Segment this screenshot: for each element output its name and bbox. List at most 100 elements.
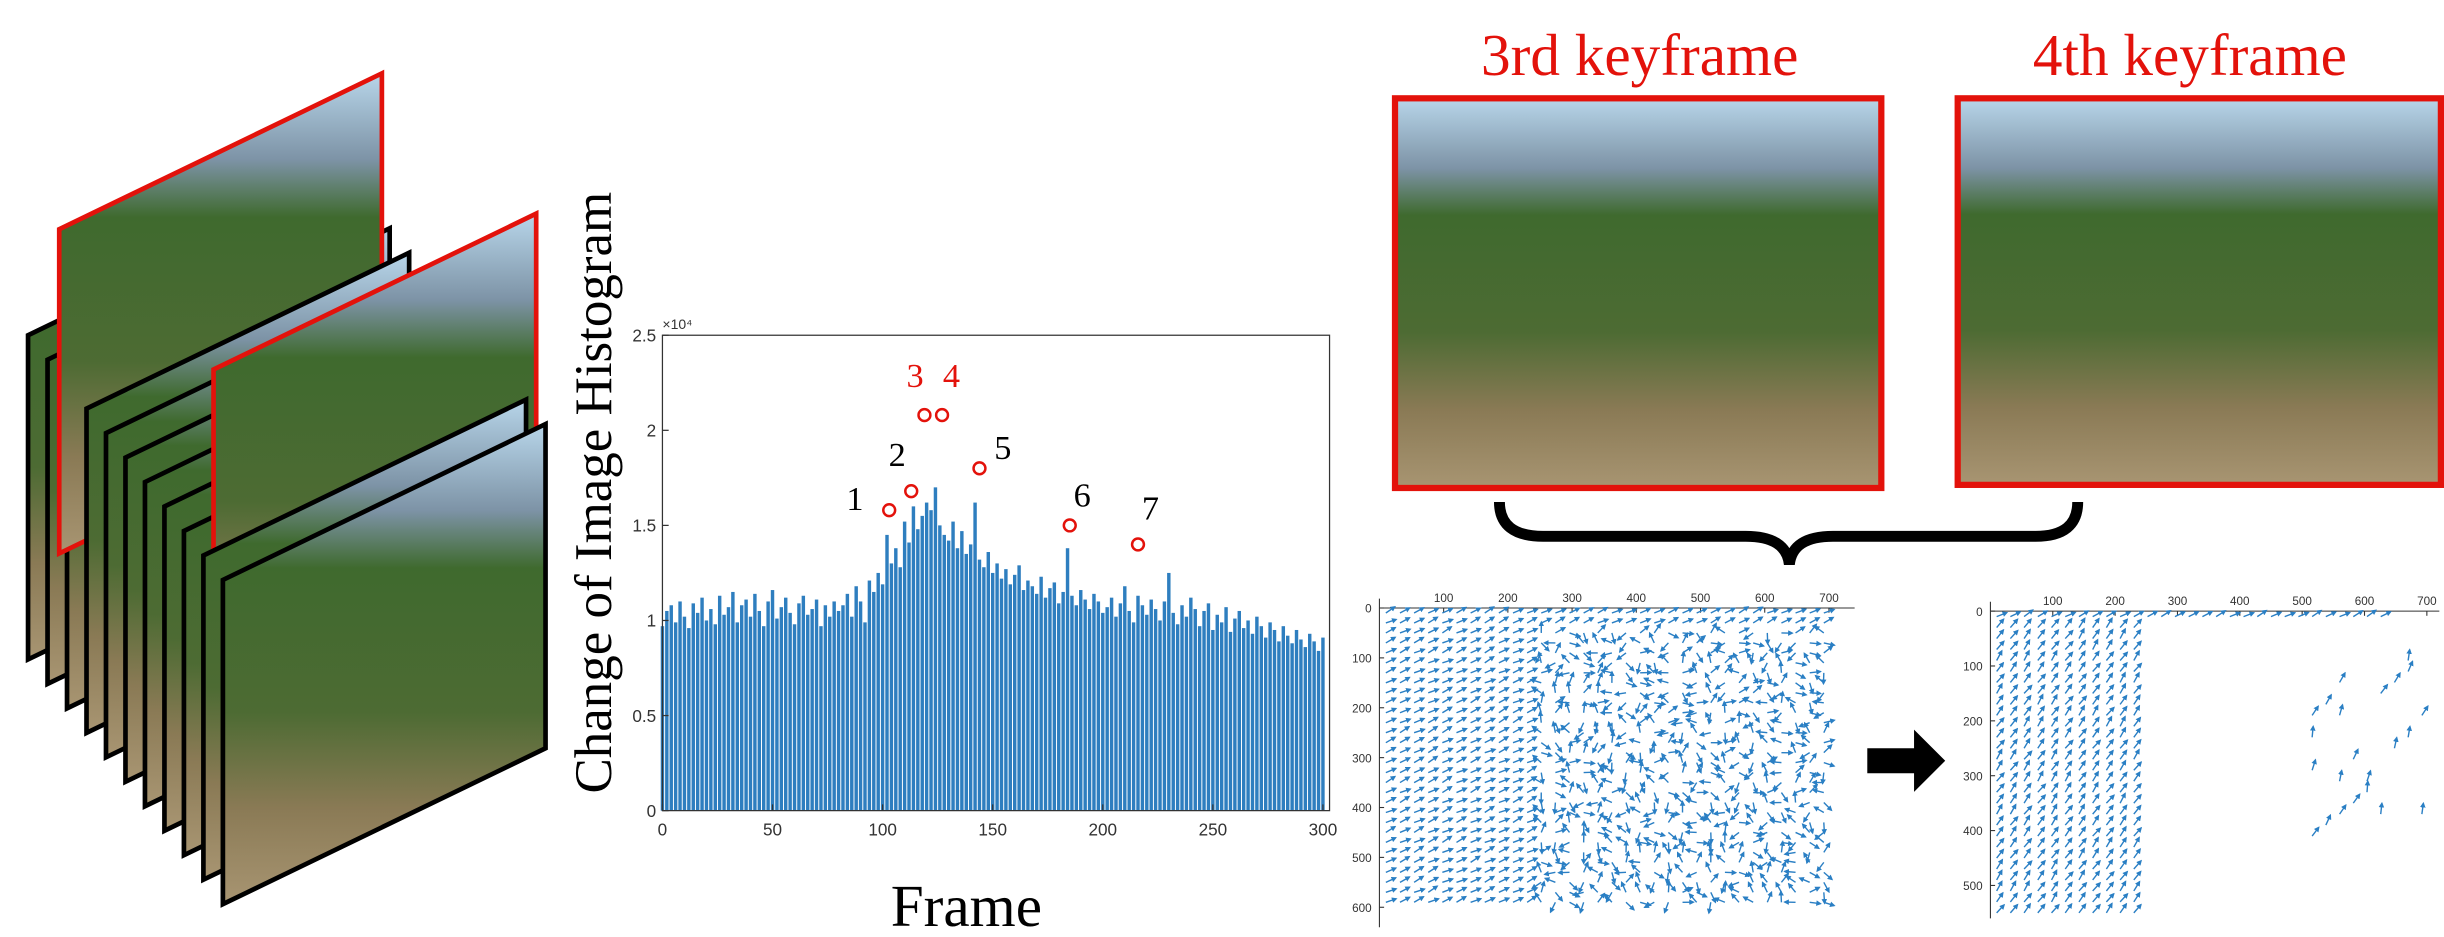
flow-arrow (2394, 673, 2400, 682)
flow-arrow (1997, 684, 2002, 694)
flow-arrow (1786, 876, 1795, 882)
flow-arrow (1824, 882, 1829, 892)
flow-arrow (1792, 742, 1796, 752)
flow-arrow (1739, 713, 1749, 717)
flow-arrow (1414, 618, 1424, 623)
flow-arrow (1601, 670, 1612, 673)
flow-arrow (2353, 611, 2362, 617)
flow-arrow (2120, 827, 2126, 836)
flow-arrow (2010, 652, 2017, 660)
flow-arrow (1471, 878, 1481, 882)
flow-arrow (1513, 629, 1523, 633)
bar (1290, 643, 1293, 810)
flow-arrow (2038, 630, 2045, 639)
flow-arrow (2340, 770, 2342, 781)
flow-arrow (2093, 740, 2101, 748)
flow-arrow (2010, 619, 2017, 627)
flow-arrow (1640, 683, 1651, 686)
flow-arrow (1598, 842, 1599, 853)
flow-arrow (1810, 887, 1820, 892)
flow-arrow (2038, 771, 2043, 781)
flow-arrow (1739, 872, 1749, 876)
flow-arrow (1598, 852, 1602, 862)
bar (1282, 626, 1285, 810)
flow-arrow (1400, 668, 1410, 673)
flow-arrow (1817, 693, 1823, 702)
flow-arrow (2010, 850, 2017, 858)
flow-arrow (1668, 832, 1676, 839)
flow-arrow (1442, 749, 1452, 753)
flow-arrow (1471, 718, 1481, 723)
flow-arrow (1577, 784, 1584, 793)
flow-arrow (1816, 655, 1824, 663)
flow-arrow (1499, 828, 1509, 832)
flow-arrow (1753, 803, 1755, 814)
flow-arrow (2079, 761, 2085, 770)
bar (1149, 600, 1152, 811)
flow-arrow (1386, 777, 1395, 783)
flow-arrow (2010, 805, 2015, 815)
flow-arrow (1697, 653, 1703, 662)
flow-arrow (2120, 872, 2127, 880)
flow-arrow (1640, 819, 1650, 822)
flow-arrow (1428, 878, 1438, 883)
flow-arrow (2093, 828, 2101, 836)
flow-arrow (1499, 857, 1509, 862)
peak-marker (936, 409, 948, 421)
bar (1035, 594, 1038, 811)
bar (1053, 582, 1056, 810)
flow-arrow (1400, 857, 1409, 863)
flow-arrow (1824, 643, 1835, 645)
flow-arrow (1668, 793, 1678, 797)
flow-arrow (1442, 777, 1451, 783)
flow-arrow (2079, 870, 2084, 880)
flow-arrow (1602, 779, 1612, 782)
flow-arrow (1513, 689, 1523, 692)
flow-arrow (1456, 858, 1466, 863)
flow-arrow (1541, 803, 1543, 814)
flow-arrow (2024, 816, 2029, 825)
flow-arrow (2010, 905, 2017, 913)
flow-arrow (1824, 720, 1835, 722)
bar (1277, 641, 1280, 810)
flow-arrow (1513, 787, 1522, 793)
flow-arrow (1428, 829, 1438, 833)
flow-arrow (1810, 609, 1820, 613)
flow-arrow (1683, 703, 1694, 706)
flow-arrow (2093, 706, 2098, 716)
flow-arrow (1697, 619, 1707, 623)
flow-arrow (1716, 627, 1725, 633)
bar (925, 503, 928, 811)
flow-arrow (2010, 838, 2016, 847)
flow-arrow (1644, 822, 1654, 826)
flow-arrow (2120, 728, 2125, 738)
flow-arrow (1612, 882, 1620, 889)
bar (1136, 596, 1139, 811)
flow-arrow (1400, 719, 1410, 723)
flow-arrow (1804, 653, 1809, 662)
flow-arrow (2120, 684, 2125, 694)
flow-arrow (2010, 740, 2017, 749)
flow-arrow (1711, 608, 1721, 613)
flow-arrow (1711, 666, 1719, 673)
flow-arrow (2079, 696, 2086, 704)
x-tick-label: 600 (1755, 592, 1775, 605)
flow-arrow (1767, 617, 1776, 623)
peak-marker (905, 485, 917, 497)
bar (709, 609, 712, 811)
flow-arrow (2065, 772, 2070, 782)
flow-arrow (1471, 829, 1481, 833)
flow-arrow (1730, 842, 1739, 847)
flow-arrow (1545, 872, 1556, 874)
flow-arrow (1767, 852, 1773, 861)
flow-arrow (1781, 812, 1785, 822)
bar (1207, 603, 1210, 810)
flow-arrow (1683, 762, 1686, 773)
y-tick-label: 1 (647, 611, 657, 631)
flow-arrow (1658, 693, 1668, 698)
bar (1009, 584, 1012, 810)
flow-arrow (1428, 609, 1438, 613)
flow-arrow (1442, 869, 1452, 872)
y-tick-label: 300 (1963, 770, 1983, 783)
flow-arrow (1532, 726, 1541, 732)
